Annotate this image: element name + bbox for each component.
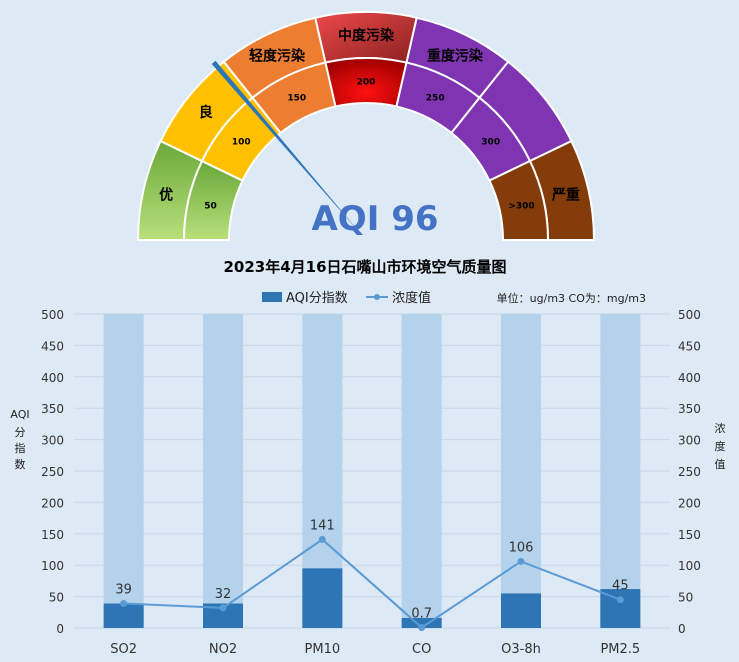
gauge-level-label: 优 — [159, 186, 173, 203]
gauge-level-label: 良 — [199, 104, 213, 121]
y2-tick-label: 0 — [678, 622, 686, 636]
aqi-bar — [302, 568, 343, 628]
svg-text:浓: 浓 — [715, 422, 726, 435]
background-bar — [501, 314, 541, 628]
y2-tick-label: 200 — [678, 496, 701, 510]
y-tick-label: 50 — [49, 591, 64, 605]
concentration-point — [616, 596, 624, 604]
gauge-value-label: AQI 96 — [311, 199, 438, 239]
y-tick-label: 250 — [41, 465, 64, 479]
x-tick-label: O3-8h — [501, 642, 541, 657]
y2-tick-label: 100 — [678, 559, 701, 573]
y2-tick-label: 50 — [678, 591, 693, 605]
legend-bar-swatch — [262, 292, 282, 302]
gauge-needle — [211, 60, 361, 234]
gauge-tick-label: 100 — [232, 138, 251, 148]
y-tick-label: 100 — [41, 559, 64, 573]
svg-text:AQI: AQI — [10, 408, 29, 421]
aqi-bar — [501, 593, 541, 628]
svg-text:指: 指 — [15, 441, 26, 455]
svg-text:值: 值 — [715, 458, 726, 471]
background-bar — [401, 314, 442, 628]
gauge-tick-label: 150 — [287, 93, 306, 103]
y-tick-label: 300 — [41, 434, 64, 448]
concentration-data-label: 141 — [310, 518, 335, 533]
y-tick-label: 500 — [41, 308, 64, 322]
y-tick-label: 0 — [56, 622, 64, 636]
concentration-point — [120, 600, 128, 608]
background-bar — [203, 314, 243, 628]
concentration-data-label: 32 — [215, 587, 232, 602]
legend-bar-label: AQI分指数 — [286, 291, 348, 306]
gauge-level-label: 严重 — [551, 186, 580, 203]
background-bar — [600, 314, 641, 628]
y-tick-label: 450 — [41, 339, 64, 353]
gauge-tick-label: 250 — [426, 93, 445, 103]
x-tick-label: NO2 — [209, 642, 237, 657]
svg-text:度: 度 — [715, 439, 726, 453]
legend-line-marker — [374, 294, 380, 300]
background-bar — [103, 314, 144, 628]
aqi-gauge: 优 50 良 100 轻度污染 150 中度污染 200 重度污染 250 300 严重 >300 — [136, 11, 596, 241]
svg-text:分: 分 — [15, 426, 26, 439]
concentration-point — [219, 604, 227, 612]
concentration-data-label: 0.7 — [411, 607, 432, 622]
x-tick-label: SO2 — [110, 642, 137, 657]
y2-axis-title: 浓度值 — [715, 422, 726, 471]
y2-tick-label: 300 — [678, 434, 701, 448]
y2-tick-label: 500 — [678, 308, 701, 322]
aqi-bar — [401, 617, 442, 628]
gauge-tick-label: 50 — [204, 202, 217, 212]
svg-text:数: 数 — [15, 458, 26, 471]
aqi-bar — [103, 603, 144, 628]
y-tick-label: 400 — [41, 371, 64, 385]
gauge-level-label: 中度污染 — [338, 27, 395, 44]
concentration-data-label: 106 — [509, 540, 534, 555]
concentration-data-label: 45 — [612, 579, 629, 594]
gauge-inner-segment — [488, 159, 550, 241]
y-tick-label: 200 — [41, 496, 64, 510]
x-tick-label: PM10 — [305, 642, 341, 657]
concentration-point — [318, 535, 326, 543]
chart-legend: AQI分指数 浓度值 — [262, 290, 431, 306]
bar-line-chart: 0 0 50 50 100 100 150 150 200 200 250 250 300 300 350 3… — [10, 308, 725, 657]
y2-tick-label: 150 — [678, 528, 701, 542]
chart-title: 2023年4月16日石嘴山市环境空气质量图 — [223, 258, 506, 276]
concentration-point — [517, 557, 525, 565]
gauge-level-label: 重度污染 — [427, 47, 484, 64]
concentration-data-label: 39 — [115, 583, 132, 598]
y2-tick-label: 250 — [678, 465, 701, 479]
gauge-tick-label: 200 — [357, 78, 376, 88]
gauge-tick-label: 300 — [481, 138, 500, 148]
unit-note: 单位：ug/m3 CO为：mg/m3 — [497, 291, 646, 305]
x-tick-label: CO — [412, 642, 431, 657]
y2-tick-label: 450 — [678, 339, 701, 353]
y2-tick-label: 400 — [678, 371, 701, 385]
gauge-level-label: 轻度污染 — [249, 47, 306, 64]
concentration-point — [418, 624, 426, 632]
gauge-tick-label: >300 — [508, 202, 534, 212]
y-tick-label: 150 — [41, 528, 64, 542]
concentration-line — [123, 538, 621, 629]
x-tick-label: PM2.5 — [600, 642, 640, 657]
y2-tick-label: 350 — [678, 402, 701, 416]
legend-line-label: 浓度值 — [392, 290, 431, 306]
y-axis-title: AQI 分指数 — [10, 408, 29, 471]
y-tick-label: 350 — [41, 402, 64, 416]
